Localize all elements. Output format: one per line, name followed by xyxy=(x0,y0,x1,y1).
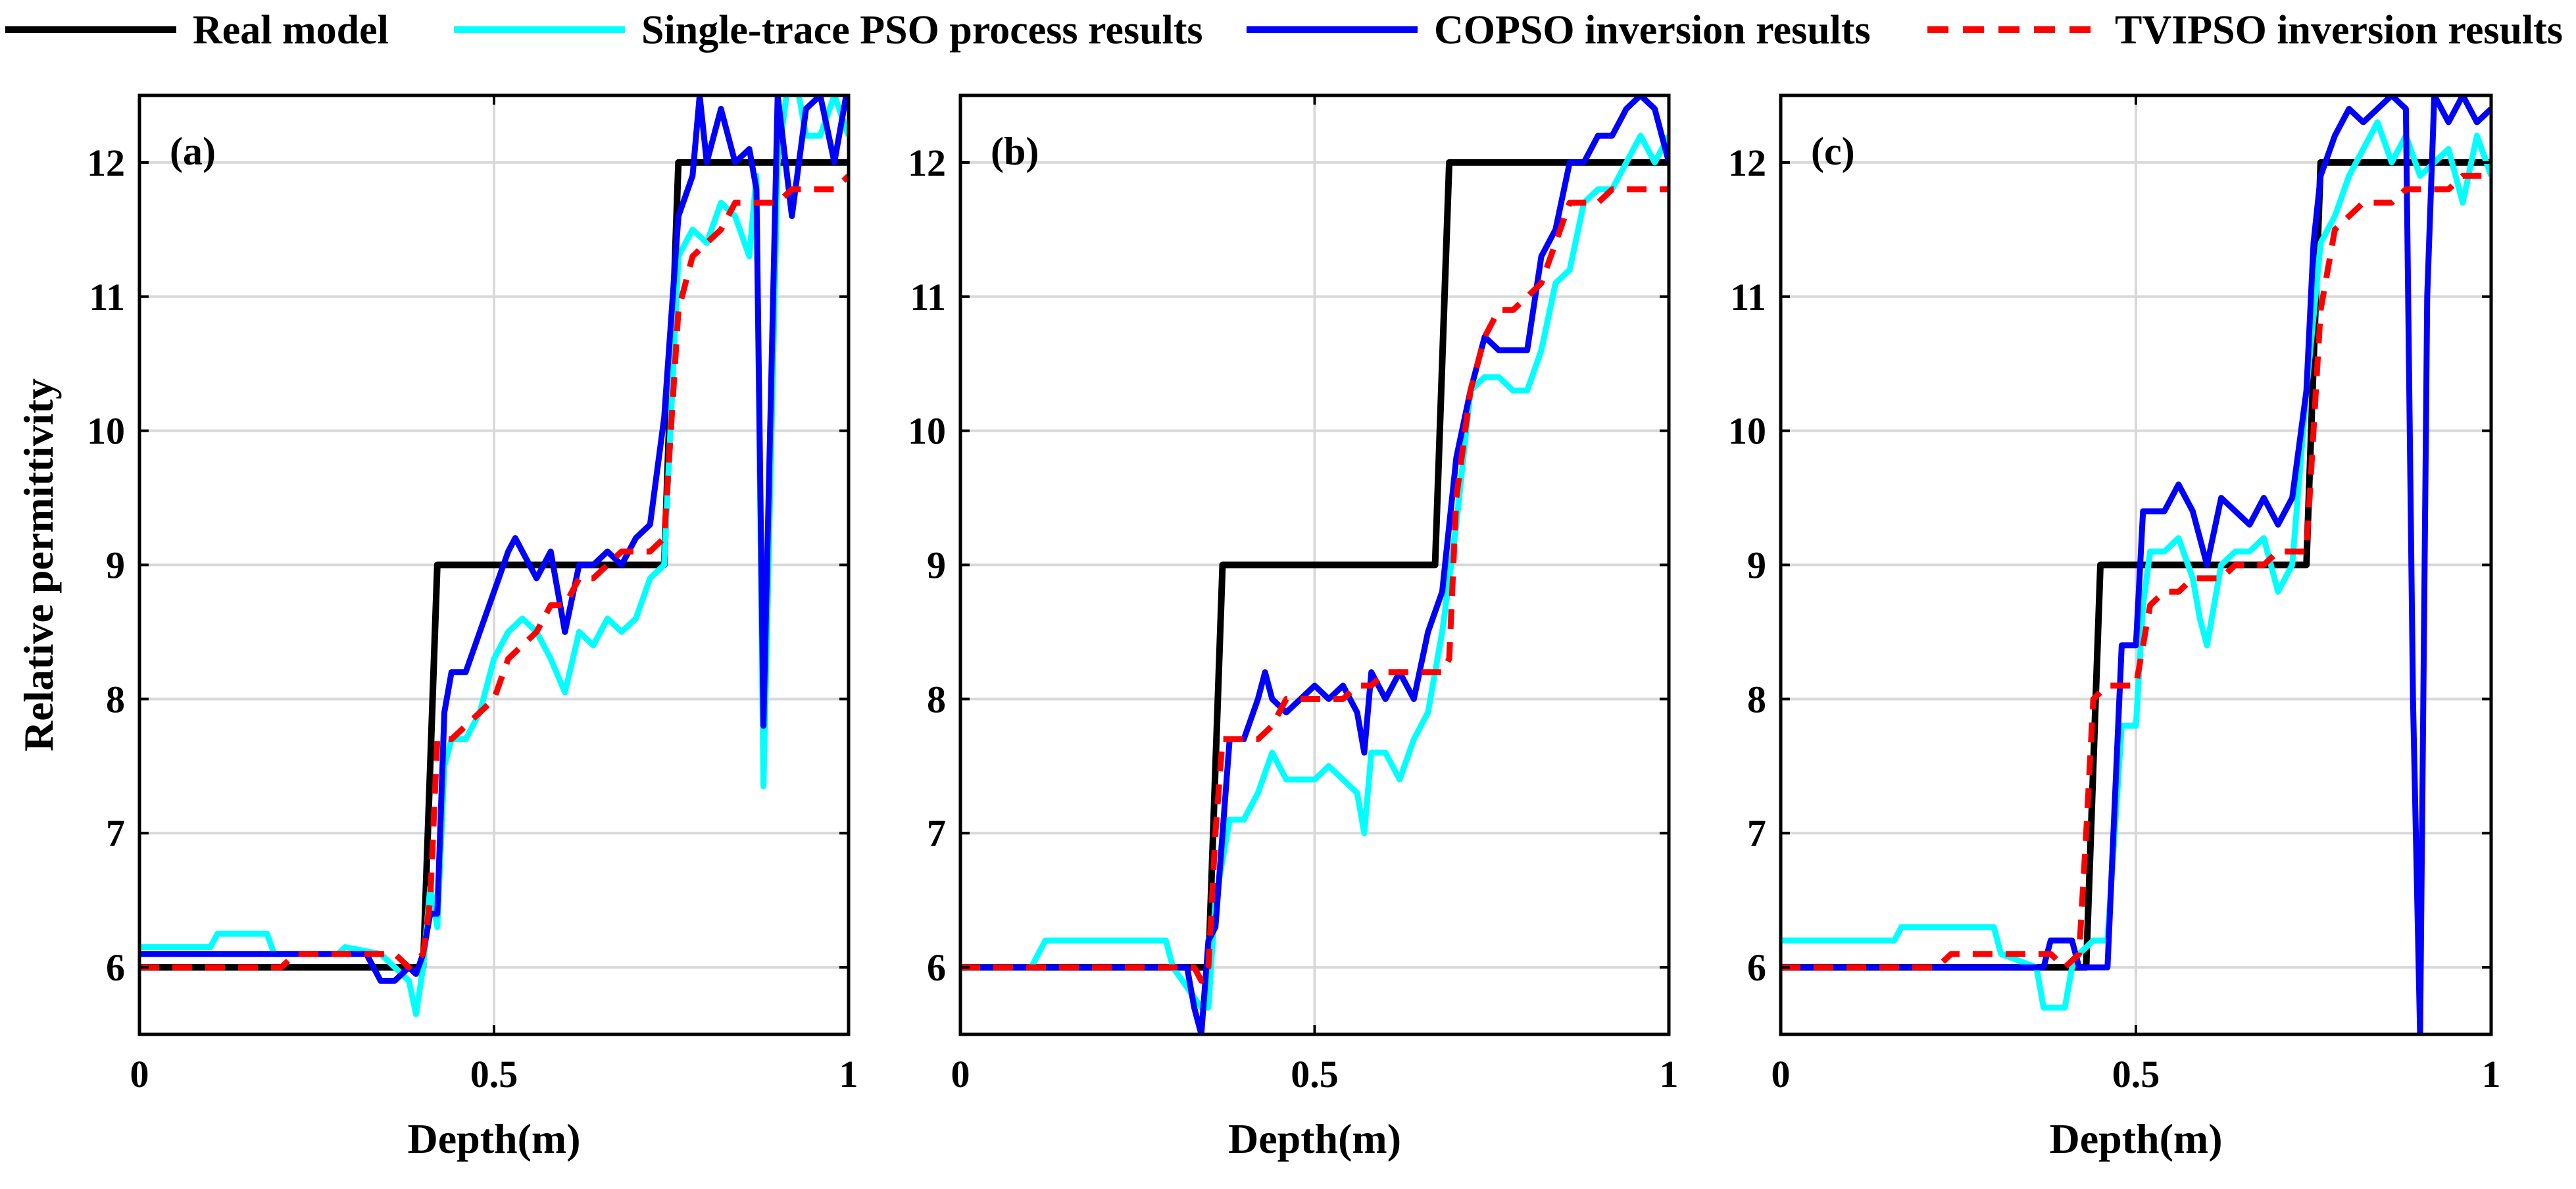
ytick-label-5: 11 xyxy=(1730,276,1766,318)
ticks: 6 7 8 9 10 11 12 0 0.5 1 xyxy=(87,95,858,1096)
ytick-label-2: 8 xyxy=(1747,678,1766,721)
legend-item-real: Real model xyxy=(5,8,389,53)
xtick-label-2: 1 xyxy=(839,1053,858,1096)
xtick-label-2: 1 xyxy=(2482,1053,2501,1096)
ytick-label-6: 12 xyxy=(908,141,946,184)
ytick-label-4: 10 xyxy=(1728,410,1766,453)
legend-item-pso: Single-trace PSO process results xyxy=(454,8,1203,53)
xtick-label-1: 0.5 xyxy=(1291,1053,1339,1096)
legend-label-pso: Single-trace PSO process results xyxy=(641,8,1203,53)
ytick-label-0: 6 xyxy=(106,946,125,989)
xtick-label-0: 0 xyxy=(1771,1053,1791,1096)
series-line-copso xyxy=(1781,95,2491,1034)
ytick-label-1: 7 xyxy=(106,812,125,855)
xtick-label-0: 0 xyxy=(130,1053,149,1096)
ytick-label-0: 6 xyxy=(927,946,946,989)
ytick-label-4: 10 xyxy=(908,410,946,453)
ytick-label-4: 10 xyxy=(87,410,125,453)
x-axis-title: Depth(m) xyxy=(1228,1115,1401,1162)
xtick-label-0: 0 xyxy=(951,1053,970,1096)
xtick-label-1: 0.5 xyxy=(470,1053,518,1096)
series-line-tvipso xyxy=(139,174,849,971)
series-group xyxy=(1781,95,2491,1034)
ytick-label-1: 7 xyxy=(1747,812,1766,855)
panel-a: 6 7 8 9 10 11 12 0 0.5 1 (a) Depth(m) Relative permi… xyxy=(15,93,858,1162)
legend-label-real: Real model xyxy=(193,8,389,53)
legend-label-copso: COPSO inversion results xyxy=(1434,8,1871,53)
ytick-label-3: 9 xyxy=(927,544,946,587)
legend-item-copso: COPSO inversion results xyxy=(1247,8,1871,53)
series-group xyxy=(960,95,1669,1034)
ytick-label-3: 9 xyxy=(106,544,125,587)
xtick-label-1: 0.5 xyxy=(2112,1053,2160,1096)
ytick-label-5: 11 xyxy=(910,276,946,318)
xtick-label-2: 1 xyxy=(1660,1053,1679,1096)
series-line-copso xyxy=(960,95,1669,1034)
panel-label: (b) xyxy=(991,130,1039,173)
panel-c: 6 7 8 9 10 11 12 0 0.5 1 (c) Depth(m) xyxy=(1728,93,2501,1162)
panel-b: 6 7 8 9 10 11 12 0 0.5 1 (b) Depth(m) xyxy=(908,93,1679,1162)
legend-label-tvipso: TVIPSO inversion results xyxy=(2115,8,2563,53)
legend: Real model Single-trace PSO process resul… xyxy=(5,8,2563,53)
x-axis-title: Depth(m) xyxy=(407,1115,580,1162)
legend-item-tvipso: TVIPSO inversion results xyxy=(1927,8,2563,53)
panel-label: (c) xyxy=(1811,130,1855,173)
ytick-label-6: 12 xyxy=(1728,141,1766,184)
ytick-label-1: 7 xyxy=(927,812,946,855)
series-line-tvipso xyxy=(1781,172,2491,971)
series-group xyxy=(139,95,849,1017)
x-axis-title: Depth(m) xyxy=(2049,1115,2222,1162)
y-axis-title: Relative permittivity xyxy=(15,378,62,751)
ytick-label-5: 11 xyxy=(89,276,125,318)
ytick-label-2: 8 xyxy=(927,678,946,721)
panel-label: (a) xyxy=(170,130,216,173)
series-line-pso xyxy=(1781,119,2491,1011)
ytick-label-6: 12 xyxy=(87,141,125,184)
ytick-label-2: 8 xyxy=(106,678,125,721)
ticks: 6 7 8 9 10 11 12 0 0.5 1 xyxy=(1728,95,2501,1096)
ticks: 6 7 8 9 10 11 12 0 0.5 1 xyxy=(908,95,1679,1096)
ytick-label-0: 6 xyxy=(1747,946,1766,989)
ytick-label-3: 9 xyxy=(1747,544,1766,587)
series-line-tvipso xyxy=(960,186,1669,984)
